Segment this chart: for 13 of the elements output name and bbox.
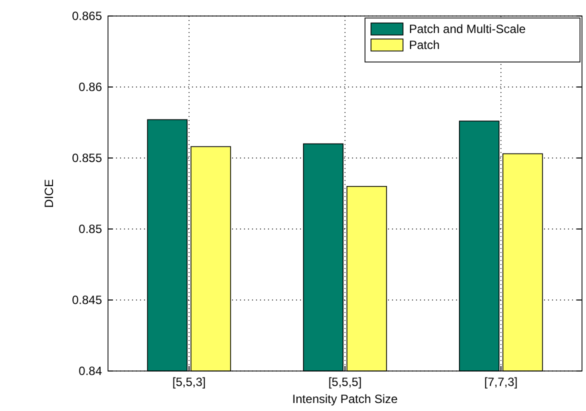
legend-label: Patch and Multi-Scale bbox=[409, 22, 526, 36]
legend-label: Patch bbox=[409, 38, 440, 52]
y-tick-label: 0.84 bbox=[78, 364, 102, 378]
y-axis-title: DICE bbox=[42, 179, 56, 208]
x-tick-label: [5,5,3] bbox=[172, 375, 206, 389]
x-axis-title: Intensity Patch Size bbox=[292, 392, 398, 406]
y-tick-label: 0.85 bbox=[78, 222, 102, 236]
x-tick-label: [5,5,5] bbox=[328, 375, 362, 389]
x-tick-label: [7,7,3] bbox=[484, 375, 518, 389]
y-tick-label: 0.86 bbox=[78, 80, 102, 94]
y-tick-label: 0.845 bbox=[72, 293, 102, 308]
y-tick-label: 0.865 bbox=[72, 9, 102, 24]
y-tick-label: 0.855 bbox=[72, 151, 102, 166]
